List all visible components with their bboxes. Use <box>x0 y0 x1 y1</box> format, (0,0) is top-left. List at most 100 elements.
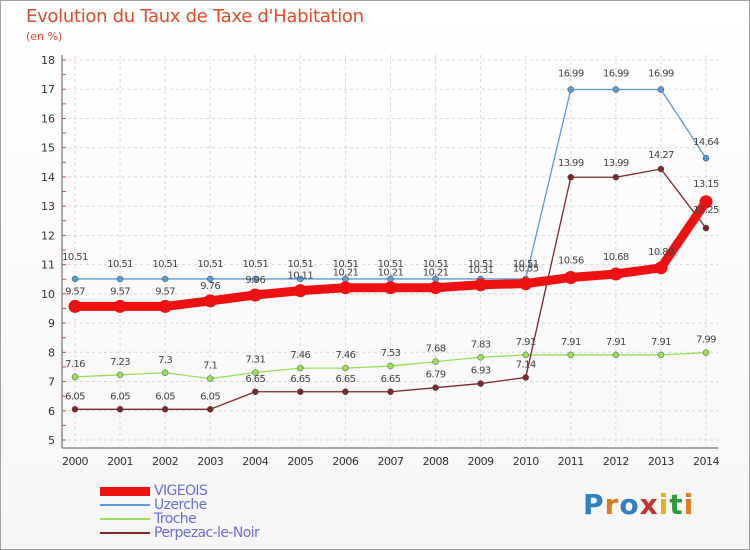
y-tick-label: 11 <box>41 259 55 272</box>
data-label-2: 7.3 <box>158 355 172 366</box>
data-label-2: 7.91 <box>606 337 626 348</box>
data-label-0: 13.15 <box>693 179 719 190</box>
data-point-1 <box>252 275 259 283</box>
logo-letter: r <box>604 488 620 521</box>
data-point-2 <box>206 375 214 382</box>
data-label-0: 10.11 <box>288 271 314 282</box>
proxiti-logo: Proxiti <box>583 488 694 521</box>
y-tick-label: 7 <box>48 376 55 389</box>
data-label-1: 10.51 <box>333 259 359 270</box>
data-label-3: 6.65 <box>245 374 265 385</box>
y-tick-label: 18 <box>41 54 55 67</box>
data-point-3 <box>297 388 304 396</box>
logo-letter: i <box>683 488 695 521</box>
data-label-2: 7.46 <box>335 350 355 361</box>
chart-subtitle: (en %) <box>26 30 63 43</box>
data-label-0: 10.21 <box>423 268 449 279</box>
data-point-1 <box>612 86 620 93</box>
x-tick-label: 2011 <box>558 455 584 468</box>
data-label-1: 10.51 <box>197 259 223 270</box>
data-point-2 <box>657 351 665 359</box>
x-tick-label: 2012 <box>603 455 629 468</box>
data-point-0 <box>293 284 307 298</box>
data-label-1: 10.51 <box>107 259 133 270</box>
data-label-2: 7.91 <box>561 337 581 348</box>
y-tick-label: 14 <box>41 171 55 184</box>
data-label-2: 7.46 <box>290 350 310 361</box>
data-point-2 <box>342 364 349 372</box>
data-point-2 <box>432 358 439 365</box>
data-point-3 <box>657 165 665 173</box>
data-label-0: 10.68 <box>603 252 629 263</box>
data-label-2: 7.31 <box>245 354 265 365</box>
data-label-3: 13.99 <box>603 158 629 169</box>
data-label-2: 7.91 <box>651 337 671 348</box>
data-label-1: 14.64 <box>693 137 719 148</box>
data-label-0: 9.57 <box>155 286 175 297</box>
x-tick-label: 2004 <box>242 455 268 468</box>
data-point-2 <box>252 369 259 376</box>
data-point-0 <box>384 281 397 295</box>
data-label-1: 10.51 <box>378 259 404 270</box>
data-label-3: 12.25 <box>693 205 719 216</box>
logo-letter: i <box>658 488 670 521</box>
data-point-0 <box>203 294 217 308</box>
y-tick-label: 16 <box>41 112 55 125</box>
data-label-1: 10.51 <box>513 259 539 270</box>
data-point-3 <box>252 388 259 396</box>
data-label-3: 6.93 <box>471 366 491 377</box>
legend-swatch-perpezac <box>100 532 150 534</box>
y-tick-label: 9 <box>48 317 55 330</box>
logo-letter: o <box>619 488 640 521</box>
series-layer <box>68 86 713 413</box>
data-label-0: 10.89 <box>648 247 674 258</box>
data-point-0 <box>248 288 262 302</box>
data-point-2 <box>71 373 79 381</box>
logo-letter: x <box>639 488 659 521</box>
data-label-3: 6.65 <box>381 374 401 385</box>
x-tick-label: 2001 <box>107 455 133 468</box>
data-label-1: 10.51 <box>62 252 88 263</box>
legend-swatch-uzerche <box>100 504 150 506</box>
data-point-2 <box>387 362 394 370</box>
logo-letter: P <box>583 488 605 521</box>
grid-layer <box>62 55 718 446</box>
data-point-0 <box>519 277 533 291</box>
y-tick-label: 15 <box>41 142 55 155</box>
data-label-0: 10.21 <box>333 268 359 279</box>
data-label-0: 10.21 <box>378 268 404 279</box>
legend-label-vigeois: VIGEOIS <box>154 483 208 499</box>
data-label-3: 7.14 <box>516 359 536 370</box>
data-point-2 <box>612 351 620 359</box>
x-tick-label: 2010 <box>513 455 539 468</box>
data-point-3 <box>342 388 349 396</box>
data-label-3: 14.27 <box>648 150 674 161</box>
legend-label-troche: Troche <box>154 511 197 527</box>
data-label-layer: 7.16 7.23 7.3 7.1 7.31 7.46 7.46 7.53 7.68 7.83 7.… <box>62 69 719 403</box>
data-label-3: 6.05 <box>200 391 220 402</box>
data-point-0 <box>609 267 623 281</box>
x-tick-label: 2008 <box>423 455 449 468</box>
x-tick-label: 2014 <box>693 455 719 468</box>
data-label-2: 7.16 <box>65 359 85 370</box>
data-point-3 <box>387 388 394 396</box>
data-label-1: 10.51 <box>468 259 494 270</box>
x-tick-label: 2000 <box>62 455 88 468</box>
data-point-0 <box>429 281 443 295</box>
x-tick-label: 2006 <box>332 455 358 468</box>
x-tick-label: 2003 <box>197 455 223 468</box>
data-point-2 <box>161 369 169 377</box>
data-label-2: 7.91 <box>516 337 536 348</box>
y-tick-label: 8 <box>48 346 55 359</box>
data-label-0: 9.96 <box>245 275 265 286</box>
y-tick-label: 6 <box>48 405 55 418</box>
data-label-3: 6.79 <box>426 370 446 381</box>
data-label-3: 6.05 <box>155 391 175 402</box>
data-label-1: 10.51 <box>242 259 268 270</box>
data-label-2: 7.83 <box>471 339 491 350</box>
data-label-0: 10.31 <box>468 265 494 276</box>
data-label-1: 10.51 <box>288 259 314 270</box>
data-point-1 <box>567 86 575 93</box>
data-point-2 <box>297 364 304 372</box>
data-label-3: 6.65 <box>290 374 310 385</box>
